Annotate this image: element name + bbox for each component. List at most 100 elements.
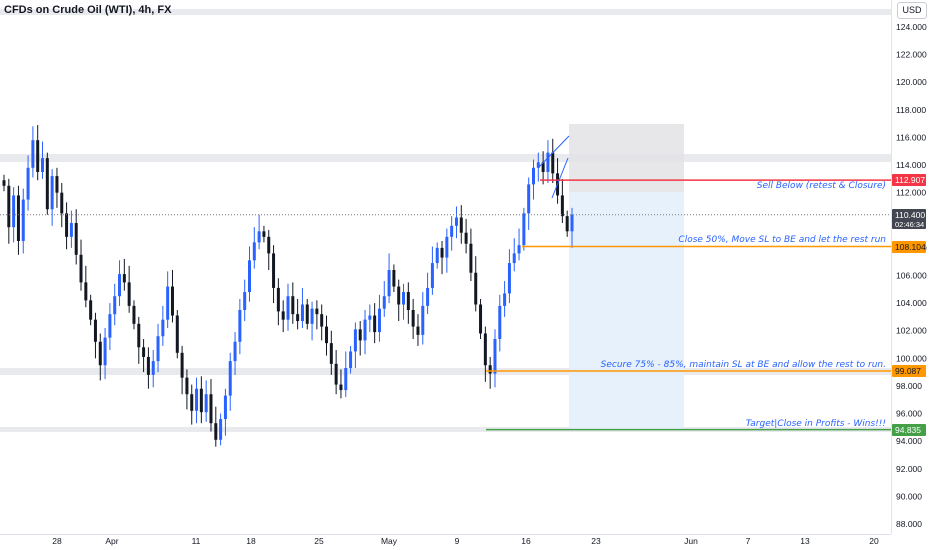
candle-body [55, 176, 59, 193]
candle-body [26, 167, 30, 200]
price-axis: 124.000 122.000 120.000 118.000 116.000 114.0… [896, 22, 927, 529]
candle-body [219, 419, 223, 440]
candle-body [151, 361, 155, 375]
time-tick-label: 11 [192, 536, 201, 546]
price-tick-label: 124.000 [896, 22, 927, 32]
current-price-tag: 110.400 02:46:34 [892, 209, 926, 229]
candle-body [339, 384, 343, 391]
candle-body [209, 394, 213, 424]
current-price-value: 110.400 [895, 210, 926, 220]
candle-body [118, 274, 122, 297]
stop-loss-box [569, 124, 684, 192]
price-tick-label: 122.000 [896, 50, 927, 60]
price-tick-label: 118.000 [896, 105, 926, 115]
candle-body [223, 395, 227, 420]
candle-body [334, 363, 338, 385]
candle-body [233, 341, 237, 362]
candle-body [387, 269, 391, 297]
candle-body [320, 314, 324, 327]
candle-body [89, 300, 93, 320]
candle-body [377, 308, 381, 333]
candle-body [272, 253, 276, 288]
candle-body [406, 292, 410, 311]
price-tick-label: 102.000 [896, 326, 927, 336]
candle-body [252, 242, 256, 261]
candle-body [349, 351, 353, 368]
candle-body [454, 217, 458, 226]
candlestick-series [2, 125, 574, 447]
wedge-lower-line [551, 157, 569, 199]
time-tick-label: 7 [746, 536, 751, 546]
wedge-upper-line [537, 135, 570, 169]
candle-body [276, 287, 280, 312]
candle-body [195, 388, 199, 411]
candle-body [243, 292, 247, 311]
candle-body [546, 152, 550, 172]
chart-title: CFDs on Crude Oil (WTI), 4h, FX [4, 4, 172, 16]
price-tick-label: 98.000 [896, 381, 922, 391]
target-zone-band [0, 427, 891, 432]
candle-body [113, 296, 117, 315]
close-50-note: Close 50%, Move SL to BE and let the res… [678, 235, 886, 245]
time-tick-label: 28 [52, 536, 62, 546]
price-tick-label: 116.000 [896, 132, 926, 142]
candle-body [74, 223, 78, 255]
candle-body [551, 152, 555, 174]
resistance-zone-top [0, 9, 891, 15]
candle-body [531, 167, 535, 185]
candle-body [69, 223, 73, 237]
time-axis: 28 Apr 11 18 25 May 9 16 23 Jun 7 13 20 [52, 536, 879, 546]
candle-body [199, 388, 203, 413]
target-note: Target|Close in Profits - Wins!!! [745, 419, 886, 429]
candle-body [12, 195, 16, 228]
candle-body [329, 343, 333, 364]
price-tick-label: 120.000 [896, 77, 927, 87]
candle-body [146, 356, 150, 375]
candle-body [127, 282, 131, 306]
candle-body [31, 140, 35, 168]
candle-body [98, 341, 102, 366]
candle-body [93, 319, 97, 342]
candle-body [50, 176, 54, 210]
candle-body [517, 245, 521, 254]
candle-body [493, 339, 497, 374]
price-tick-label: 112.000 [896, 188, 926, 198]
candle-body [402, 292, 406, 305]
candle-body [79, 254, 83, 283]
candle-body [305, 304, 309, 324]
candle-body [315, 308, 319, 315]
candle-body [16, 195, 20, 241]
candle-body [416, 326, 420, 335]
candle-body [190, 394, 194, 411]
candle-body [214, 423, 218, 440]
target-level-tag: 94.835 [892, 424, 926, 436]
candle-body [180, 352, 184, 378]
candle-body [300, 304, 304, 322]
time-tick-label: Jun [684, 536, 698, 546]
candle-body [36, 140, 40, 172]
candle-body [166, 286, 170, 320]
resistance-zone [0, 154, 891, 162]
candle-body [353, 329, 357, 352]
sell-level-tag: 112.907 [892, 174, 926, 186]
price-tick-label: 106.000 [896, 271, 927, 281]
candle-body [7, 185, 11, 228]
candle-body [325, 326, 329, 344]
candle-body [445, 236, 449, 258]
candle-body [142, 347, 146, 357]
candle-body [503, 293, 507, 306]
candle-body [440, 247, 444, 258]
candle-body [247, 260, 251, 293]
candle-body [536, 162, 540, 168]
currency-button[interactable]: USD [897, 2, 927, 19]
candle-body [132, 305, 136, 324]
candle-body [512, 253, 516, 264]
candle-body [421, 305, 425, 335]
time-tick-label: 23 [591, 536, 601, 546]
candle-body [560, 195, 564, 217]
candle-body [21, 199, 25, 241]
candle-body [41, 158, 45, 172]
candle-body [137, 323, 141, 348]
candle-body [430, 263, 434, 288]
